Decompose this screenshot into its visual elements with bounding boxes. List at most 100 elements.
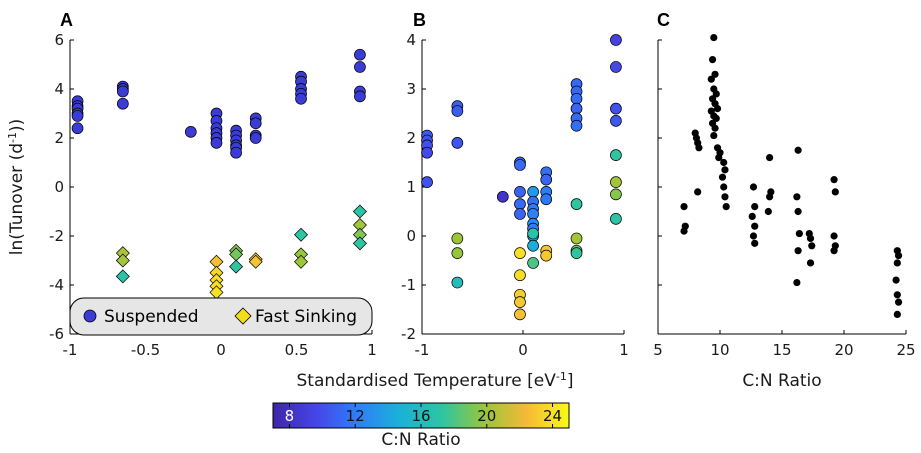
panel-a-x-tick-label: 0.5 [285, 341, 309, 359]
panel-c-point [707, 75, 715, 83]
panel-c-point [830, 232, 838, 240]
panel-b-y-tick-label: 3 [406, 80, 416, 98]
panel-c-point [711, 70, 719, 78]
panel-b-point [610, 34, 622, 46]
panel-a-fast-sinking-point [294, 227, 309, 242]
panel-b-point [570, 92, 583, 105]
colorbar-tick-label: 20 [477, 407, 496, 425]
panel-c-x-tick-label: 15 [772, 341, 791, 359]
shared-x-label: Standardised Temperature [eV-1] [297, 370, 574, 392]
panel-c-point [893, 291, 901, 299]
panel-c-point [751, 222, 759, 230]
panel-a-suspended-point [295, 92, 307, 105]
panel-b-point [570, 232, 583, 245]
panel-c-point [721, 193, 729, 201]
legend: Suspended Fast Sinking [69, 297, 373, 336]
panel-c-point [893, 310, 901, 318]
panel-c-point [718, 173, 727, 181]
panel-b-x-tick-label: 1 [619, 341, 629, 359]
panel-a-x-tick-label: -1 [63, 341, 78, 359]
panel-b-point [610, 213, 622, 225]
panel-b-y-tick-label: -1 [401, 276, 416, 294]
panel-b-point [421, 176, 433, 188]
panel-a-fast-sinking-point [229, 259, 244, 274]
colorbar-tick-label: 24 [543, 407, 562, 425]
panel-c-point [720, 183, 728, 191]
panel-b-point [527, 208, 539, 220]
legend-fast-sinking-label: Fast Sinking [255, 307, 357, 327]
panel-c-point [751, 239, 759, 247]
panel-a-y-tick-label: 6 [54, 31, 64, 49]
panel-b-point [610, 188, 622, 201]
panel-c-point [794, 207, 802, 216]
panel-a-suspended-point [249, 132, 262, 144]
panel-c-point [793, 278, 801, 287]
colorbar-tick-label: 8 [285, 407, 295, 425]
panel-c-point [680, 203, 688, 211]
panel-b-point [610, 114, 622, 127]
panel-b-point [610, 149, 622, 161]
panel-c-point [793, 193, 801, 201]
panel-c-x-label: C:N Ratio [742, 371, 821, 391]
panel-b-point [514, 247, 526, 259]
panel-a-y-tick-label: -6 [49, 325, 64, 343]
panel-a-fast-sinking-point [115, 269, 130, 284]
legend-diamond-marker [234, 307, 252, 325]
panel-c-point [748, 212, 756, 220]
panel-b-y-tick-label: 2 [406, 129, 416, 147]
panel-a-y-tick-label: -4 [49, 276, 64, 294]
panel-a-y-tick-label: 4 [54, 80, 64, 98]
panel-b-point [527, 186, 539, 198]
panel-c-point [806, 234, 815, 243]
panel-b-y-tick-label: 1 [406, 178, 416, 196]
panel-a-y-tick-label: 0 [54, 178, 64, 196]
panel-c-point [712, 90, 720, 98]
panel-c-point [794, 146, 802, 154]
panel-a-suspended-point [71, 110, 84, 122]
panel-a-suspended-point [249, 117, 262, 130]
panel-b-point [570, 198, 583, 210]
panel-b-point [527, 227, 539, 240]
panel-c-point [720, 158, 728, 167]
panel-c-point [806, 259, 815, 267]
panel-c-point [749, 183, 758, 191]
panel-b-point [610, 61, 622, 73]
panel-c-point [831, 188, 839, 196]
panel-c-point [830, 176, 838, 184]
panel-a-suspended-point [116, 85, 129, 98]
data-marks [71, 33, 903, 321]
panel-a-y-tick-label: 2 [54, 129, 64, 147]
panel-c-point [766, 154, 774, 162]
panel-c-x-tick-label: 25 [896, 341, 915, 359]
panel-a-fast-sinking-point [115, 253, 130, 268]
panel-b-point [451, 105, 464, 117]
panel-b-y-tick-label: -2 [401, 325, 416, 343]
panel-b-point [514, 186, 526, 198]
panel-a-x-tick-label: 0 [216, 341, 226, 359]
panel-c-point [695, 144, 703, 152]
panel-c-axes [657, 40, 906, 335]
panel-b-x-tick-label: -1 [415, 341, 430, 359]
panel-a-fast-sinking-point [352, 236, 367, 251]
panel-a-suspended-point [71, 122, 84, 135]
panel-a-suspended-point [184, 126, 197, 138]
panel-c-point [749, 232, 758, 240]
panel-c-point [694, 188, 702, 196]
panel-b-point [527, 239, 539, 252]
panel-a-y-label: ln(Tunover (d-1)) [6, 119, 28, 255]
panel-a-fast-sinking-point [248, 254, 263, 269]
panel-c-point [713, 105, 722, 113]
panel-c-point [710, 33, 718, 42]
panel-b-point [514, 159, 526, 171]
panel-c-x-tick-label: 10 [710, 341, 729, 359]
panel-b-point [514, 208, 526, 220]
panel-c-point [710, 131, 718, 140]
legend-circle-marker [83, 309, 97, 323]
panel-b-point [451, 247, 464, 259]
panel-a-suspended-point [116, 97, 129, 110]
panel-c-point [722, 203, 730, 211]
panel-c-point [808, 242, 816, 250]
panel-b-point [496, 190, 509, 203]
